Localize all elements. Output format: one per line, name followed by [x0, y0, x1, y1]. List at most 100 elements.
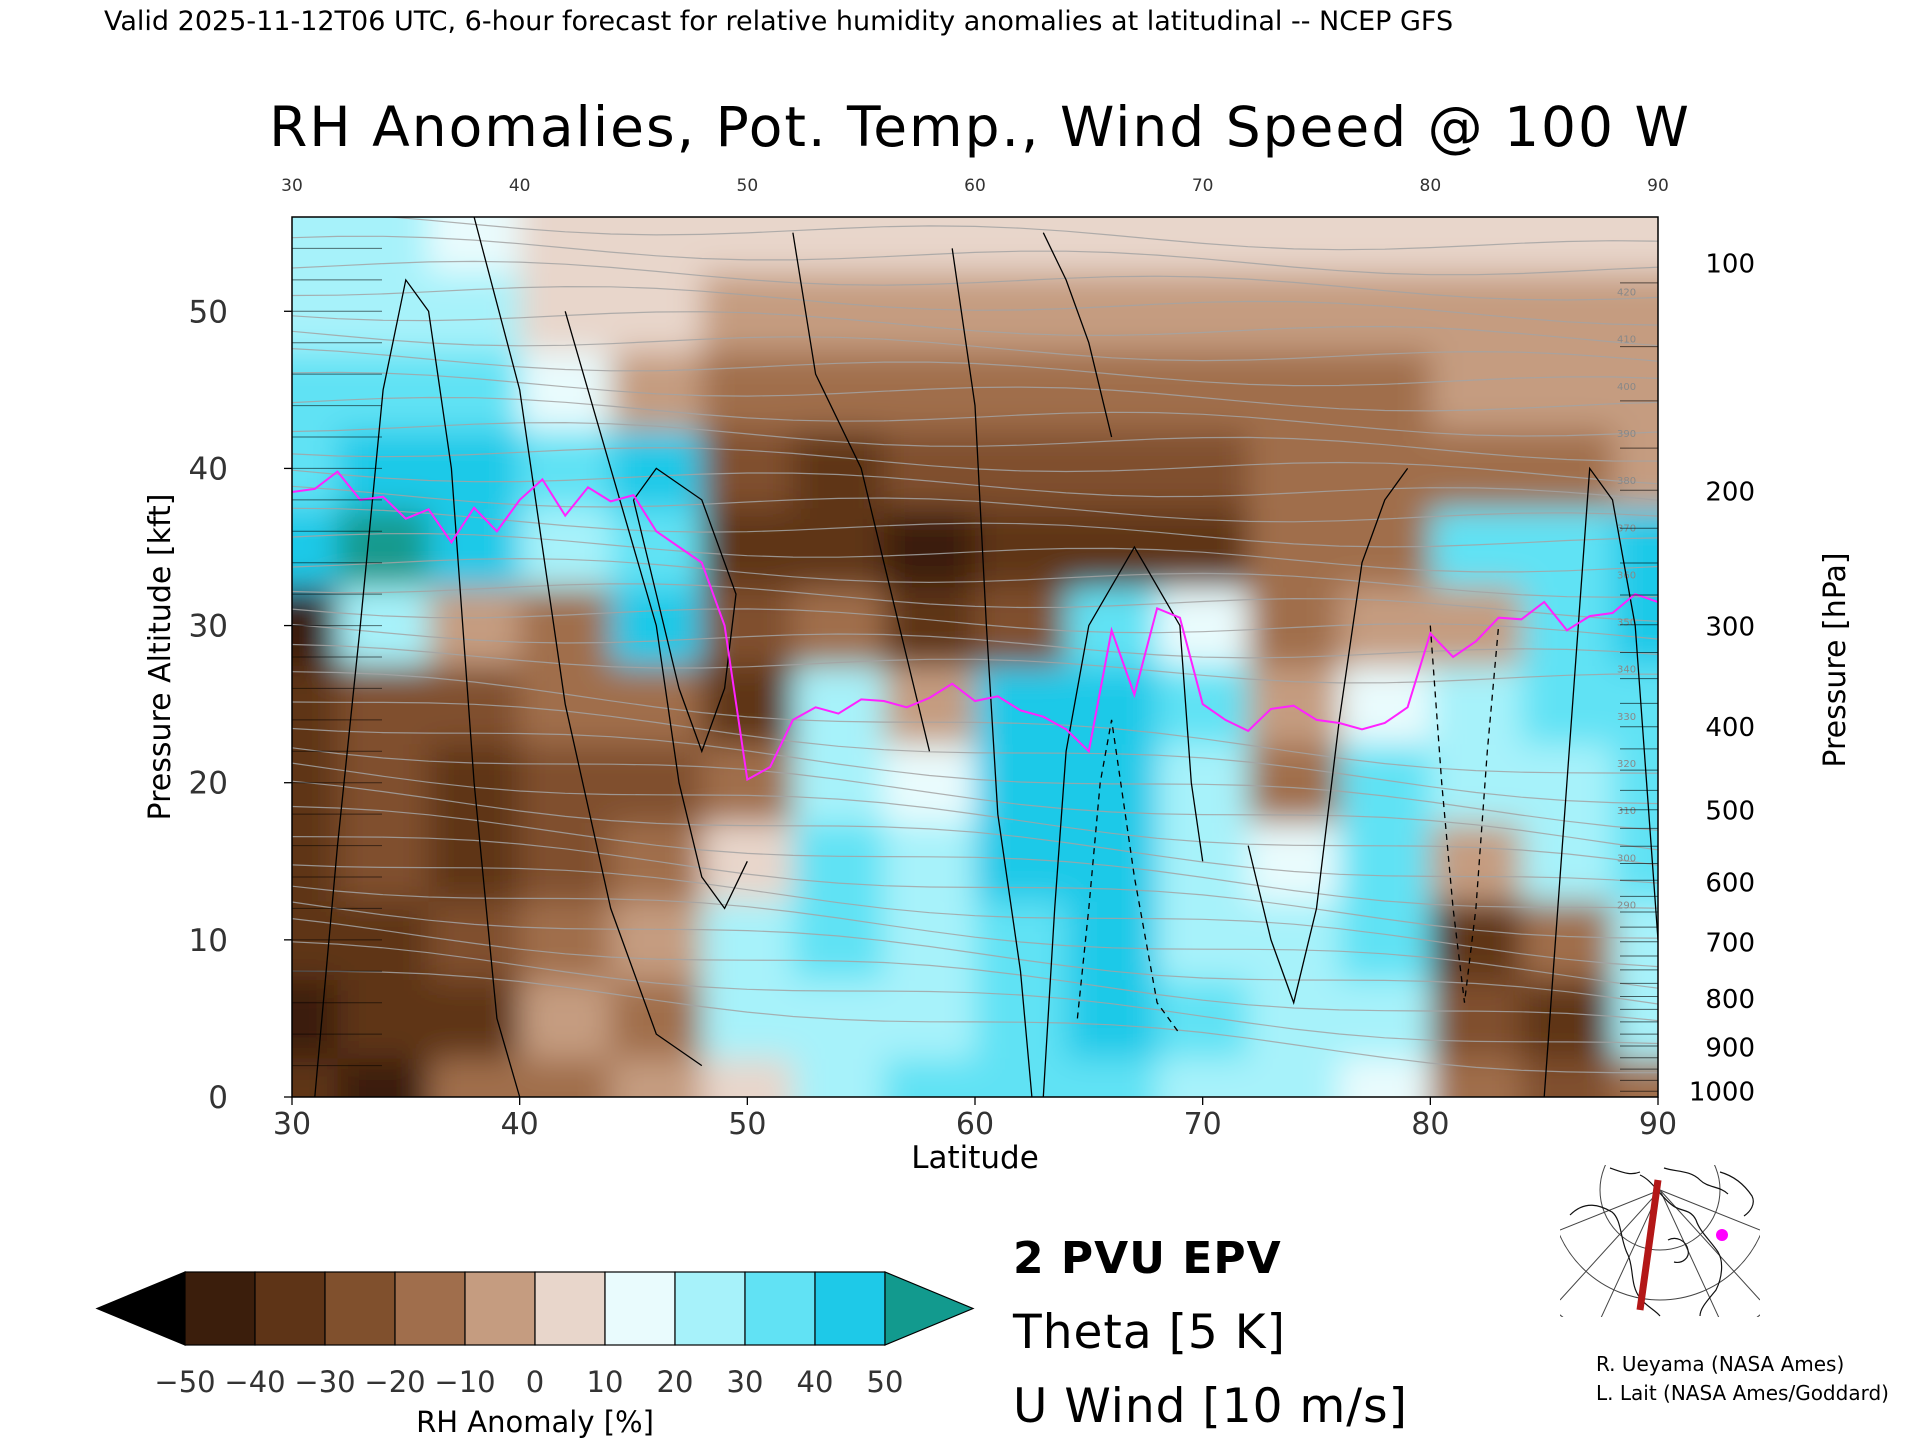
y-axis-left: 0 10 20 30 40 50 — [189, 216, 382, 1116]
field-cell — [1339, 743, 1432, 823]
theta-contour-line — [292, 805, 1658, 909]
field-cell — [1157, 350, 1250, 431]
theta-level-label: 410 — [1617, 335, 1636, 346]
field-cell — [1339, 822, 1432, 902]
y-right-tick-label: 100 — [1705, 250, 1755, 280]
x-axis-label: Latitude — [911, 1140, 1039, 1176]
colorbar-bin — [604, 1271, 676, 1346]
colorbar-bin — [464, 1271, 536, 1346]
field-cell — [1339, 979, 1432, 1059]
theta-contour-line — [292, 623, 1658, 659]
field-cell — [883, 429, 976, 509]
colorbar-label: RH Anomaly [%] — [416, 1405, 654, 1439]
field-cell — [883, 822, 976, 902]
theta-level-label: 340 — [1617, 665, 1636, 676]
field-cell — [975, 350, 1068, 431]
cross-section-line — [1636, 1179, 1662, 1311]
y-right-tick-label: 200 — [1705, 477, 1755, 507]
y-axis-right: 100 200 300 400 500 600 700 800 900 1000 — [1620, 250, 1755, 1108]
colorbar-cells — [95, 1271, 975, 1346]
field-cell — [1521, 664, 1614, 745]
field-cell — [792, 217, 885, 273]
field-cell — [519, 822, 612, 902]
colorbar-bin — [534, 1271, 606, 1346]
field-cell — [428, 979, 521, 1059]
theta-level-label: 290 — [1617, 900, 1636, 911]
chart-title: RH Anomalies, Pot. Temp., Wind Speed @ 1… — [269, 95, 1691, 159]
theta-contour-line — [292, 918, 1658, 1022]
wind-contour-line — [1042, 545, 1204, 1097]
field-cell — [701, 743, 794, 823]
theta-contour-line — [292, 235, 1658, 276]
field-cell — [701, 979, 794, 1059]
legend-theta: Theta [5 K] — [1012, 1305, 1286, 1360]
colorbar-tick-label: −40 — [224, 1365, 285, 1399]
wind-contour-line — [792, 232, 931, 752]
colorbar-tick-label: 50 — [867, 1365, 904, 1399]
field-cell — [292, 429, 339, 509]
field-cell — [428, 350, 521, 431]
field-cell — [428, 1057, 521, 1097]
y-left-tick-label: 0 — [208, 1080, 228, 1116]
x-tick-label: 40 — [501, 1107, 539, 1142]
colorbar-ticks: −50 −40 −30 −20 −10 0 10 20 30 40 50 — [154, 1365, 903, 1399]
theta-contour-line — [292, 727, 1658, 831]
field-cell — [292, 217, 339, 273]
field-cell — [610, 743, 703, 823]
theta-contour-line — [292, 885, 1658, 989]
y-axis-right-label: Pressure [hPa] — [1818, 552, 1853, 767]
plot-area: 2903003103203303403503603703803904004104… — [291, 216, 1659, 1098]
field-cell — [292, 507, 339, 588]
field-cell — [337, 429, 430, 509]
x-top-tick-label: 50 — [737, 176, 759, 196]
field-cell — [1066, 272, 1159, 352]
colorbar-tick-label: 30 — [727, 1365, 764, 1399]
x-axis-top: 30 40 50 60 70 80 90 — [281, 176, 1669, 196]
field-cell — [1430, 900, 1523, 981]
valid-time-line: Valid 2025-11-12T06 UTC, 6-hour forecast… — [104, 6, 1453, 37]
field-cell — [975, 979, 1068, 1059]
field-cell — [1066, 586, 1159, 666]
field-cell — [701, 429, 794, 509]
colorbar-tick-label: −20 — [364, 1365, 425, 1399]
field-cell — [1248, 272, 1341, 352]
field-cell — [1339, 217, 1432, 273]
field-cell — [610, 900, 703, 981]
theta-contour-line — [292, 747, 1658, 851]
field-cell — [610, 664, 703, 745]
field-cell — [1430, 743, 1523, 823]
y-right-tick-label: 900 — [1705, 1034, 1755, 1064]
theta-contour-line — [292, 583, 1658, 622]
field-cell — [1612, 429, 1658, 509]
theta-contour-line — [292, 643, 1658, 684]
field-cell — [701, 350, 794, 431]
colorbar-over-arrow — [884, 1271, 975, 1346]
theta-level-label: 330 — [1617, 712, 1636, 723]
theta-level-label: 370 — [1617, 523, 1636, 534]
legend-wind: U Wind [10 m/s] — [1013, 1379, 1408, 1434]
theta-contour-line — [292, 260, 1658, 301]
field-cell — [883, 1057, 976, 1097]
colorbar-tick-label: 20 — [657, 1365, 694, 1399]
field-cell — [1339, 507, 1432, 588]
wind-contour-line — [473, 217, 703, 1067]
theta-contour-line — [292, 311, 1658, 347]
field-cell — [519, 586, 612, 666]
colorbar-bin — [324, 1271, 396, 1346]
colorbar-tick-label: 10 — [587, 1365, 624, 1399]
field-cell — [1612, 664, 1658, 745]
field-cell — [1612, 350, 1658, 431]
y-right-tick-label: 500 — [1705, 796, 1755, 826]
wind-contour-line — [314, 278, 521, 1097]
theta-contour-line — [292, 836, 1658, 939]
theta-contour-line — [292, 864, 1658, 968]
field-cell — [975, 1057, 1068, 1097]
inset-map — [1560, 1165, 1760, 1317]
field-cell — [519, 979, 612, 1059]
colorbar-bin — [674, 1271, 746, 1346]
field-cell — [519, 350, 612, 431]
field-cell — [337, 1057, 430, 1097]
field-cell — [1521, 350, 1614, 431]
x-axis-bottom: 30 40 50 60 70 80 90 — [273, 1097, 1677, 1142]
field-cell — [701, 664, 794, 745]
